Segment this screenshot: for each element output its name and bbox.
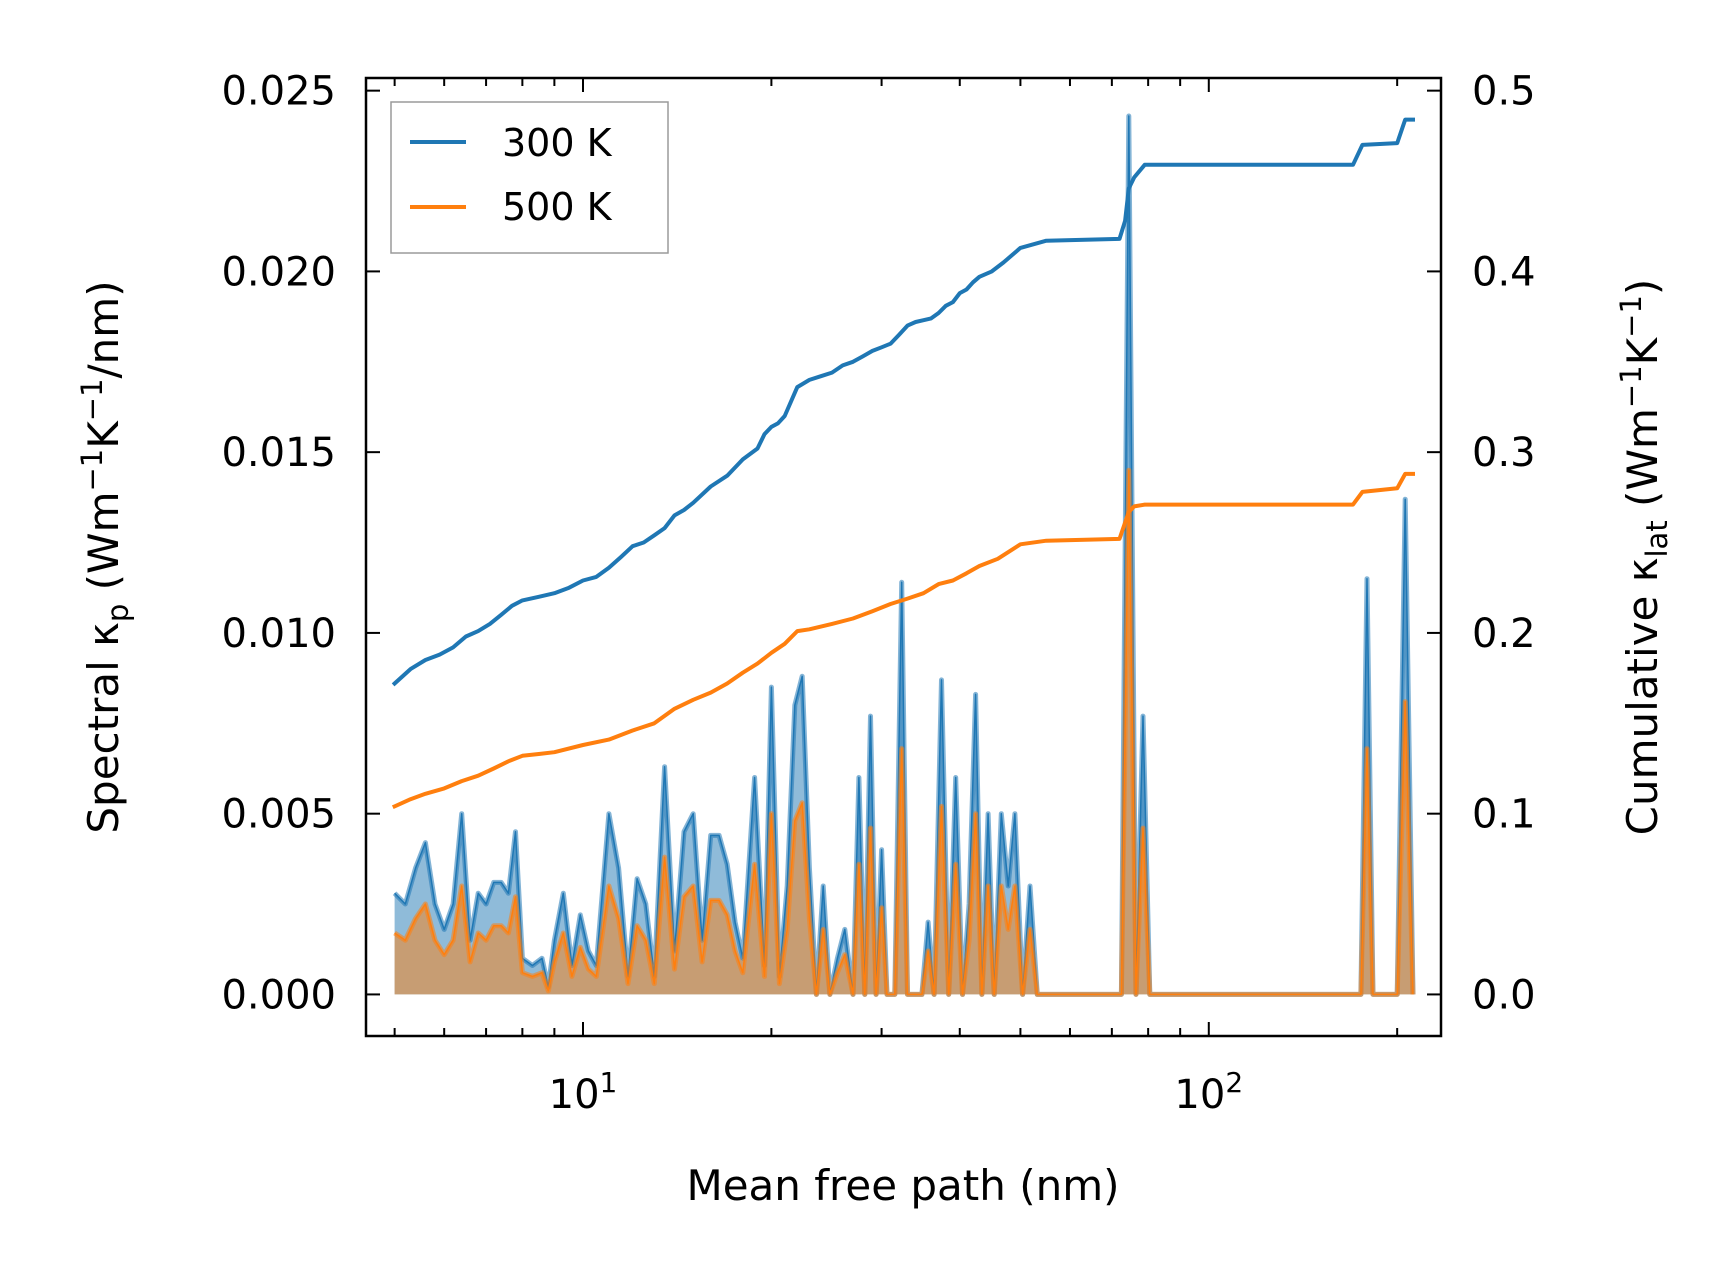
left-y-tick-label: 0.020 [221, 249, 336, 295]
right-y-axis-label: Cumulative κlat (Wm−1K−1) [1614, 279, 1674, 836]
cumulative-layer [391, 117, 1415, 810]
legend-label-500k: 500 K [502, 185, 613, 229]
left-y-tick-label: 0.015 [221, 430, 336, 476]
left-y-axis-label: Spectral κp (Wm−1K−1/nm) [75, 280, 135, 833]
x-tick-label-10: 101 [549, 1066, 618, 1118]
ticks-layer [366, 78, 1441, 1036]
cumulative-line-300k [391, 117, 1415, 687]
legend-box [390, 101, 669, 254]
spectral-layer [392, 113, 1416, 997]
right-y-tick-label: 0.4 [1472, 249, 1536, 295]
right-y-tick-label: 0.5 [1472, 69, 1536, 115]
left-y-tick-label: 0.005 [221, 792, 336, 838]
left-y-tick-label: 0.010 [221, 611, 336, 657]
x-axis-label: Mean free path (nm) [686, 1161, 1119, 1210]
legend-label-300k: 300 K [502, 121, 613, 165]
right-y-tick-label: 0.3 [1472, 430, 1536, 476]
right-y-tick-label: 0.1 [1472, 792, 1536, 838]
left-y-tick-label: 0.000 [221, 972, 336, 1018]
right-y-tick-label: 0.2 [1472, 611, 1536, 657]
legend: 300 K 500 K [390, 101, 669, 254]
right-y-tick-label: 0.0 [1472, 972, 1536, 1018]
x-tick-label-100: 102 [1174, 1066, 1243, 1118]
plot-frame [364, 76, 1443, 1038]
cumulative-line-500k [391, 471, 1415, 810]
spectral-line-500k [394, 469, 1414, 996]
left-y-tick-label: 0.025 [221, 69, 336, 115]
